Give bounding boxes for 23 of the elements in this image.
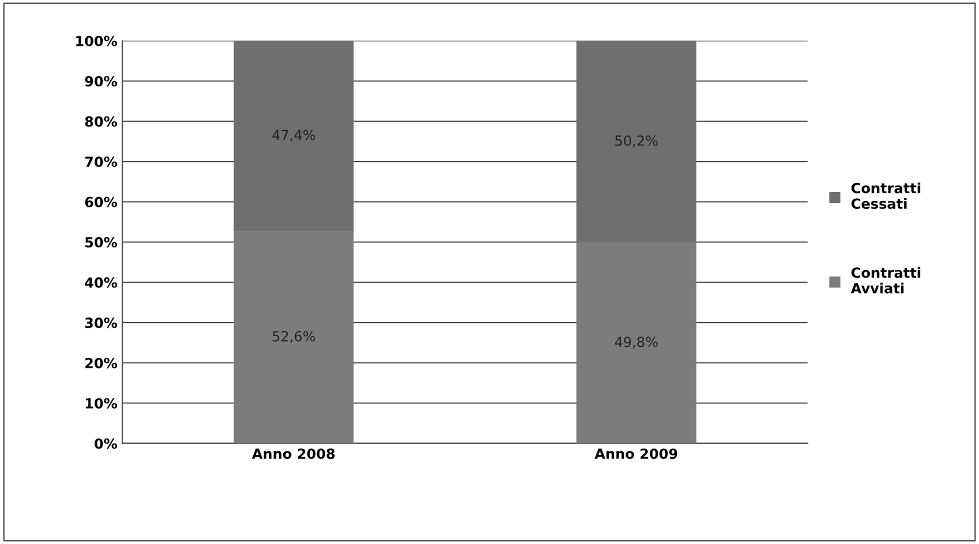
y-tick-label: 10% (86, 398, 118, 409)
y-tick-label: 20% (85, 358, 118, 368)
y-tick-label: 60% (85, 196, 118, 208)
data-label: 50,2% (615, 135, 658, 148)
legend-label: Contratti Avviati (850, 267, 920, 294)
bar (234, 40, 354, 232)
x-tick-label: Anno 2008 (252, 448, 335, 459)
y-tick-label: 100% (76, 36, 118, 46)
bar (576, 242, 696, 444)
legend-label: Contratti Cessati (851, 182, 920, 209)
y-tick-label: 50% (85, 237, 118, 248)
y-tick-label: 40% (84, 277, 118, 288)
y-tick-label: 30% (85, 318, 118, 328)
bar (576, 40, 696, 243)
bar (234, 232, 354, 444)
y-tick-label: 80% (85, 116, 118, 127)
y-tick-label: 90% (84, 76, 118, 87)
data-label: 47,4% (272, 130, 315, 142)
data-label: 49,8% (614, 336, 658, 349)
y-tick-label: 0% (94, 438, 118, 449)
data-label: 52,6% (272, 331, 315, 343)
x-tick-label: Anno 2009 (594, 448, 678, 459)
y-tick-label: 70% (85, 156, 118, 168)
